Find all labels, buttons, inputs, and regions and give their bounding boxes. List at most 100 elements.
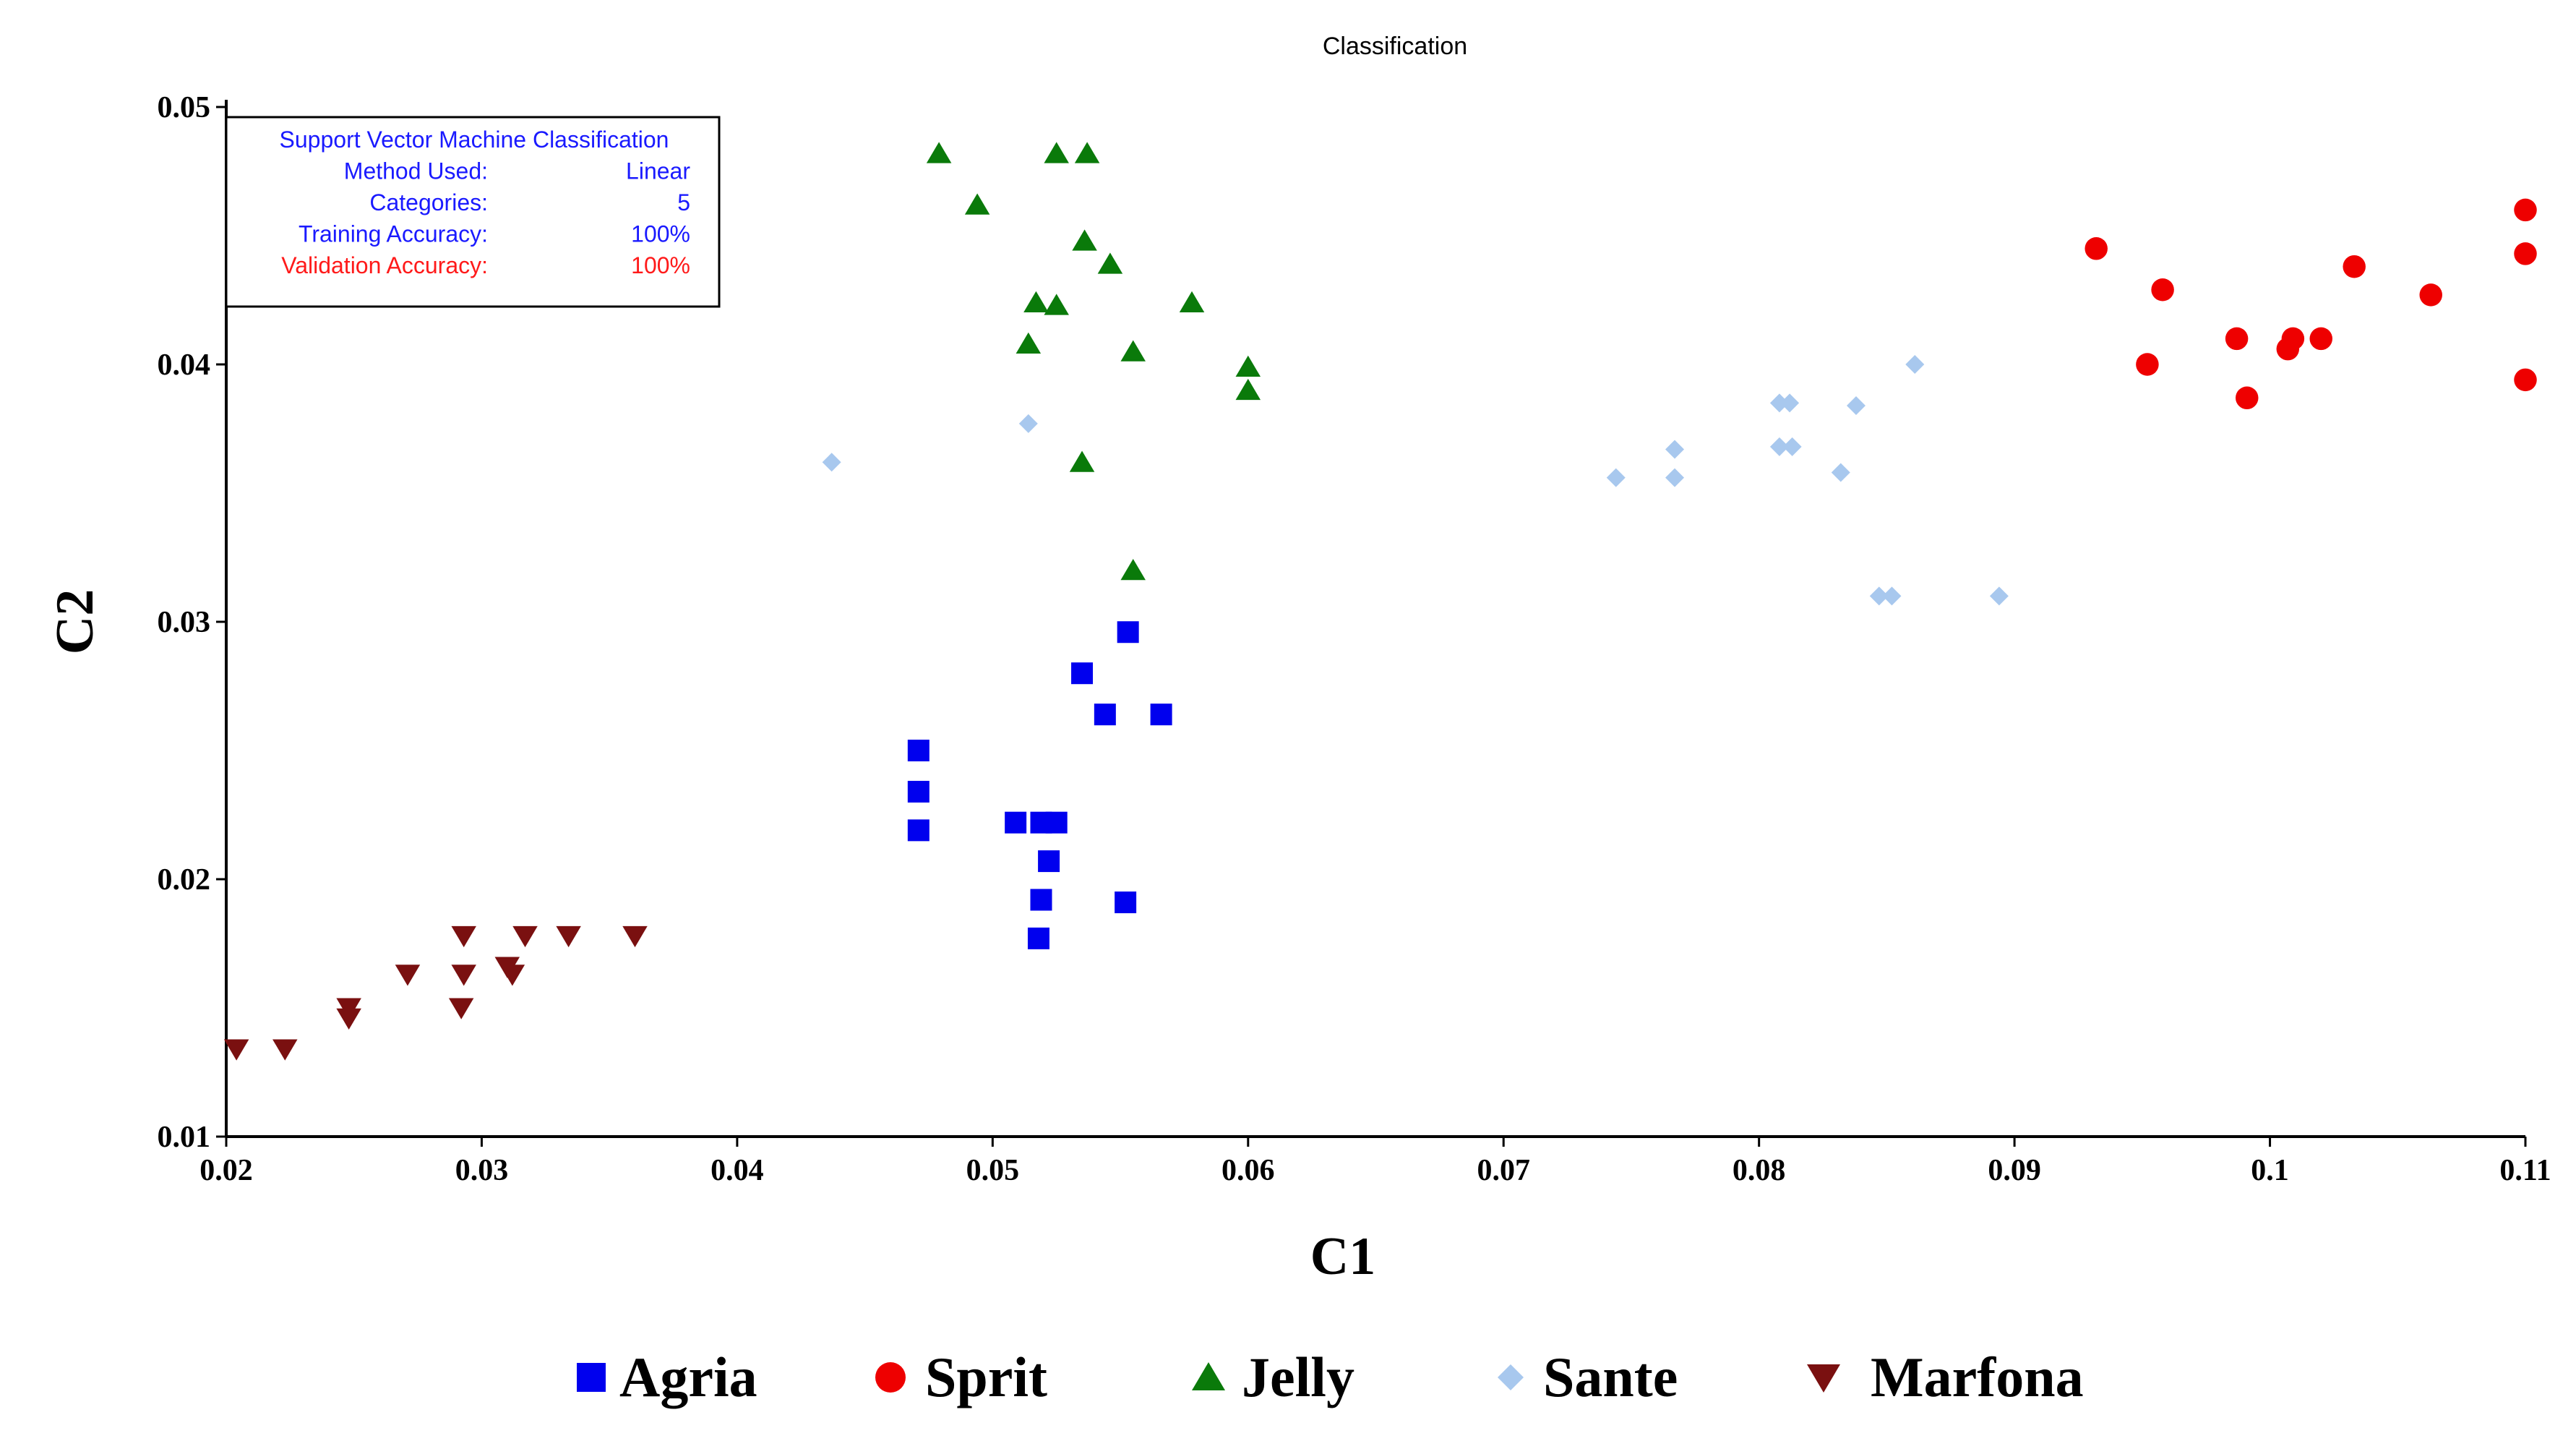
data-point-marfona xyxy=(336,1008,361,1030)
x-tick-label: 0.11 xyxy=(2499,1154,2551,1187)
data-point-marfona xyxy=(499,965,525,986)
data-point-agria xyxy=(1094,704,1116,726)
data-point-jelly xyxy=(1074,142,1100,163)
legend-marker-sprit xyxy=(875,1362,906,1393)
data-point-agria xyxy=(907,780,929,803)
x-tick-label: 0.02 xyxy=(199,1154,253,1187)
data-point-sante xyxy=(1882,586,1902,606)
data-point-agria xyxy=(1005,811,1027,834)
series-sante xyxy=(822,355,2009,606)
x-tick-label: 0.08 xyxy=(1733,1154,1786,1187)
data-point-sprit xyxy=(2225,327,2249,351)
data-point-jelly xyxy=(1072,229,1097,251)
legend-label-jelly: Jelly xyxy=(1242,1346,1354,1408)
data-point-sprit xyxy=(2514,368,2537,392)
data-point-sprit xyxy=(2309,327,2332,351)
x-tick-label: 0.04 xyxy=(710,1154,764,1187)
data-point-sprit xyxy=(2514,198,2537,222)
data-point-sprit xyxy=(2136,353,2159,376)
data-point-jelly xyxy=(1120,559,1146,581)
info-box-label: Method Used: xyxy=(344,158,488,184)
legend-item-agria: Agria xyxy=(577,1346,757,1408)
x-axis-label: C1 xyxy=(1310,1227,1375,1286)
data-point-sante xyxy=(1769,437,1789,456)
data-point-marfona xyxy=(448,998,474,1019)
data-point-marfona xyxy=(512,925,538,948)
data-point-agria xyxy=(1030,889,1052,911)
data-point-agria xyxy=(907,740,929,761)
data-point-agria xyxy=(1115,891,1137,914)
data-point-sante xyxy=(1989,586,2009,606)
y-tick-label: 0.04 xyxy=(158,349,211,382)
data-point-jelly xyxy=(1044,294,1069,315)
data-point-jelly xyxy=(1097,252,1123,274)
data-point-marfona xyxy=(223,1039,249,1061)
info-box-label: Training Accuracy: xyxy=(299,221,488,247)
data-point-sante xyxy=(1780,393,1800,413)
x-tick-label: 0.03 xyxy=(455,1154,509,1187)
data-point-sante xyxy=(1846,395,1866,415)
x-tick-label: 0.07 xyxy=(1477,1154,1530,1187)
legend-marker-sante xyxy=(1498,1364,1524,1390)
data-point-sante xyxy=(1665,468,1685,487)
y-tick-label: 0.05 xyxy=(158,91,211,124)
data-point-marfona xyxy=(556,925,581,948)
data-point-sprit xyxy=(2085,237,2108,260)
info-box-frame xyxy=(225,116,721,308)
info-box-value: Linear xyxy=(626,158,690,184)
data-point-sprit xyxy=(2151,278,2174,302)
legend-item-sante: Sante xyxy=(1498,1346,1678,1408)
info-box-heading: Support Vector Machine Classification xyxy=(280,127,669,153)
data-point-sante xyxy=(1769,393,1789,413)
data-point-agria xyxy=(1117,621,1139,643)
data-point-jelly xyxy=(1023,291,1049,313)
x-tick-label: 0.06 xyxy=(1222,1154,1275,1187)
info-box-value: 5 xyxy=(677,189,690,215)
data-point-sprit xyxy=(2235,386,2259,410)
data-point-sante xyxy=(1782,437,1802,456)
data-point-sprit xyxy=(2419,283,2442,307)
data-point-sprit xyxy=(2281,327,2305,351)
data-point-agria xyxy=(1038,850,1060,873)
data-point-sante xyxy=(1869,586,1889,606)
x-tick-label: 0.05 xyxy=(966,1154,1020,1187)
y-axis-label: C2 xyxy=(46,589,105,654)
data-point-jelly xyxy=(1179,291,1205,313)
series-sprit xyxy=(2085,198,2537,410)
legend-item-sprit: Sprit xyxy=(875,1346,1047,1408)
legend: Agria Sprit Jelly Sante Marfona xyxy=(577,1346,2084,1408)
y-tick-label: 0.02 xyxy=(158,863,211,897)
data-point-marfona xyxy=(451,925,476,948)
data-point-jelly xyxy=(1235,355,1261,377)
data-point-jelly xyxy=(1044,142,1069,163)
data-point-jelly xyxy=(1069,450,1095,472)
x-tick-label: 0.09 xyxy=(1988,1154,2041,1187)
series-marfona xyxy=(223,925,648,1061)
legend-label-sante: Sante xyxy=(1543,1346,1678,1408)
legend-label-sprit: Sprit xyxy=(925,1346,1047,1408)
legend-label-agria: Agria xyxy=(619,1346,757,1408)
data-point-agria xyxy=(1045,811,1068,834)
info-box-value: 100% xyxy=(631,221,690,247)
data-point-sprit xyxy=(2514,242,2537,265)
y-tick-label: 0.01 xyxy=(158,1121,211,1154)
data-point-sante xyxy=(822,453,841,472)
data-point-sante xyxy=(1905,355,1925,374)
data-point-sprit xyxy=(2343,255,2366,278)
data-point-marfona xyxy=(395,965,421,986)
data-point-agria xyxy=(1150,704,1172,726)
data-point-sante xyxy=(1831,463,1850,482)
x-tick-label: 0.1 xyxy=(2251,1154,2289,1187)
info-box: Support Vector Machine Classification Met… xyxy=(225,116,721,308)
data-point-marfona xyxy=(622,925,648,948)
y-tick-label: 0.03 xyxy=(158,606,211,639)
data-point-jelly xyxy=(1016,332,1042,354)
legend-item-marfona: Marfona xyxy=(1807,1346,2084,1408)
info-box-label: Validation Accuracy: xyxy=(281,252,488,278)
data-point-sante xyxy=(1665,440,1685,459)
data-point-jelly xyxy=(926,142,952,163)
data-points xyxy=(223,142,2537,1061)
info-box-label: Categories: xyxy=(369,189,488,215)
info-box-value: 100% xyxy=(631,252,690,278)
